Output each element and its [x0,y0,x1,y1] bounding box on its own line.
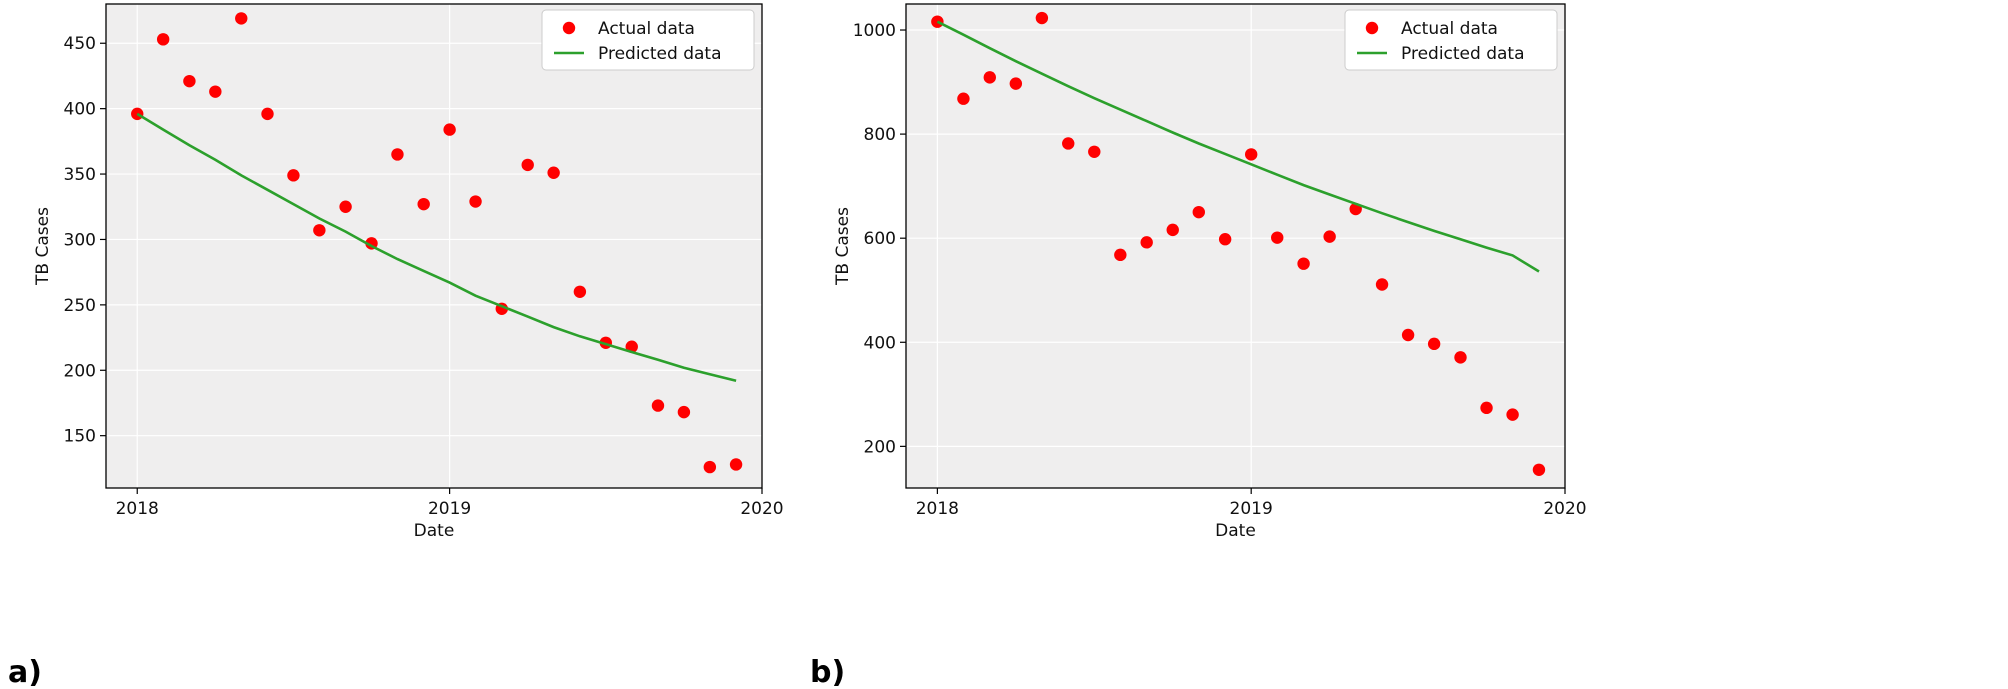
y-axis-label: TB Cases [833,207,853,286]
y-tick-label: 800 [864,125,896,145]
legend-marker-swatch [1365,21,1379,35]
data-point-actual [313,224,326,237]
legend-marker-swatch [562,21,576,35]
y-axis-label: TB Cases [33,207,53,286]
data-point-actual [931,15,944,28]
data-point-actual [183,74,196,88]
series-line-predicted [936,20,1540,273]
data-point-actual [1088,145,1101,159]
data-point-actual [1192,205,1205,219]
panel-label: a) [8,655,42,689]
y-tick-label: 350 [64,165,96,185]
x-tick-label: 2018 [916,499,959,519]
y-tick-label: 400 [864,333,896,353]
data-point-actual [703,460,717,474]
data-point-actual [651,399,665,412]
data-point-actual [1035,11,1049,25]
data-point-actual [1427,337,1441,351]
data-point-actual [521,158,534,172]
legend-box [541,9,755,71]
y-tick-label: 250 [64,296,96,316]
y-tick-label: 400 [64,100,96,120]
data-point-actual [1480,401,1493,415]
data-point-actual [1009,77,1023,90]
chart-panel-b: 200 400 600 800 1000 2018 2019 2020 Date TB Cases… [810,3,1587,689]
x-tick-label: 2018 [116,499,159,519]
data-point-actual [469,195,482,208]
y-tick-label: 200 [864,437,896,457]
data-point-actual [729,458,743,471]
data-point-actual [1297,257,1310,270]
data-point-actual [1532,463,1546,476]
data-point-actual [1166,223,1179,237]
data-point-actual [1244,148,1258,161]
data-point-actual [547,166,560,179]
x-tick-label: 2019 [428,499,471,519]
legend-box [1344,9,1558,71]
x-axis-label: Date [414,521,455,541]
data-point-actual [1140,236,1153,249]
y-tick-label: 600 [864,229,896,249]
data-point-actual [261,107,274,121]
data-point-actual [209,85,222,98]
axes-frame [905,3,1566,489]
data-point-actual [1218,233,1232,246]
chart-panel-a: 150 200 250 300 350 400 450 2018 2019 2020 Date TB … [8,3,784,689]
data-point-actual [1114,248,1127,262]
data-point-actual [287,169,300,182]
data-point-actual [443,123,456,136]
y-tick-label: 450 [64,34,96,54]
data-point-actual [1062,137,1075,150]
data-point-actual [235,12,248,25]
x-tick-label: 2019 [1230,499,1273,519]
plot-area [106,4,762,488]
axes-frame [105,3,763,489]
data-point-actual [983,71,996,84]
legend: Actual data Predicted data [1344,9,1558,71]
data-point-actual [677,405,691,419]
data-point-actual [1323,230,1336,243]
series-line-predicted [136,112,737,382]
data-point-actual [156,33,170,46]
y-tick-label: 1000 [853,21,896,41]
legend: Actual data Predicted data [541,9,755,71]
data-point-actual [1401,328,1415,342]
legend-label: Actual data [1401,19,1498,39]
y-tick-label: 150 [64,427,96,447]
y-tick-label: 200 [64,361,96,381]
legend-label: Predicted data [1401,44,1525,64]
x-tick-label: 2020 [740,499,783,519]
legend-label: Predicted data [598,44,722,64]
data-point-actual [1454,351,1467,364]
data-point-actual [1506,408,1519,421]
data-point-actual [1271,231,1284,244]
x-tick-label: 2020 [1543,499,1586,519]
legend-label: Actual data [598,19,695,39]
y-tick-label: 300 [64,230,96,250]
plot-area [906,4,1565,488]
x-axis-label: Date [1215,521,1256,541]
data-point-actual [339,200,352,213]
data-point-actual [957,92,970,105]
data-point-actual [391,148,404,161]
data-point-actual [1375,278,1389,291]
data-point-actual [417,197,430,211]
data-point-actual [573,285,587,298]
panel-label: b) [810,655,845,689]
